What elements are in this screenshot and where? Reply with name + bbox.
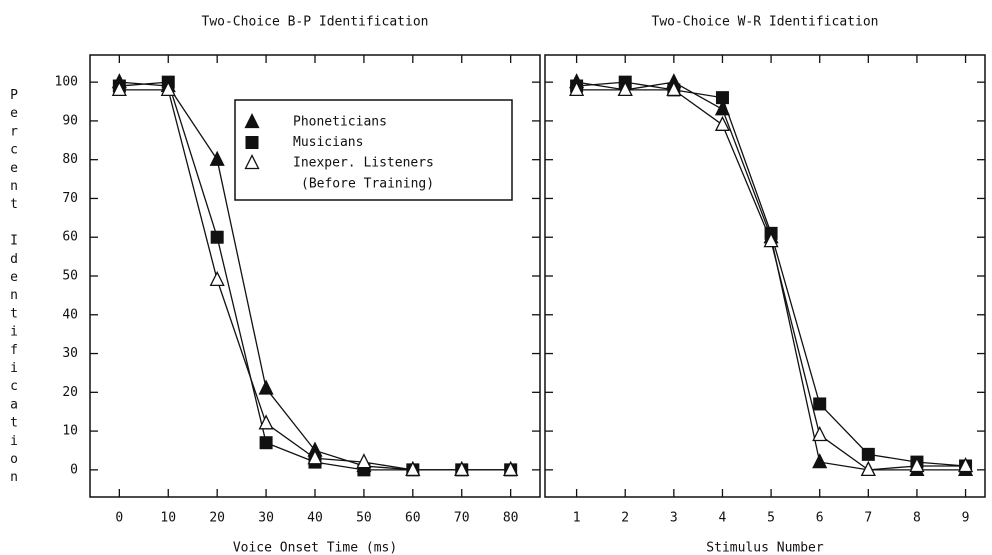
legend-label: Phoneticians: [293, 115, 387, 130]
x-tick-label: 2: [621, 511, 629, 526]
data-point: [111, 80, 127, 97]
x-tick-label: 1: [573, 511, 581, 526]
data-point: [209, 150, 225, 166]
y-tick-label: 10: [62, 424, 78, 439]
legend-marker: [244, 154, 260, 170]
legend-note: (Before Training): [301, 177, 434, 192]
x-tick-label: 50: [356, 511, 372, 526]
y-tick-label: 50: [62, 269, 78, 284]
data-point: [909, 457, 925, 473]
x-tick-label: 9: [962, 511, 970, 526]
x-tick-label: 4: [719, 511, 727, 526]
y-tick-label: 0: [70, 462, 78, 477]
x-tick-label: 6: [816, 511, 824, 526]
chart-title: Two-Choice W-R Identification: [652, 15, 879, 30]
y-tick-label: 100: [55, 75, 78, 90]
data-point: [813, 397, 827, 411]
chart-title: Two-Choice B-P Identification: [202, 15, 429, 30]
legend-label: Musicians: [293, 135, 363, 150]
y-tick-label: 60: [62, 230, 78, 245]
data-point: [258, 414, 274, 430]
data-point: [209, 270, 225, 287]
y-tick-label: 80: [62, 152, 78, 167]
y-tick-label: 70: [62, 191, 78, 206]
x-tick-label: 10: [160, 511, 176, 526]
x-tick-label: 40: [307, 511, 323, 526]
data-point: [569, 80, 585, 97]
data-point: [812, 453, 828, 469]
y-axis-label: Percent Identification: [7, 88, 22, 488]
x-tick-label: 5: [767, 511, 775, 526]
y-tick-label: 30: [62, 346, 78, 361]
x-tick-label: 80: [503, 511, 519, 526]
x-axis-label: Stimulus Number: [706, 541, 824, 555]
series-line: [576, 89, 966, 471]
data-point: [160, 80, 176, 97]
legend-box: [234, 99, 513, 201]
x-tick-label: 8: [913, 511, 921, 526]
x-tick-label: 3: [670, 511, 678, 526]
data-point: [210, 230, 224, 244]
x-tick-label: 30: [258, 511, 274, 526]
x-tick-label: 0: [115, 511, 123, 526]
data-point: [503, 460, 519, 477]
data-point: [258, 379, 274, 395]
series-line: [576, 81, 966, 467]
data-point: [860, 460, 876, 477]
plot-frame: [544, 54, 986, 498]
legend-label: Inexper. Listeners: [293, 156, 434, 171]
data-point: [714, 115, 731, 131]
data-point: [958, 457, 974, 473]
x-tick-label: 70: [454, 511, 470, 526]
data-point: [307, 449, 323, 465]
data-point: [861, 447, 875, 461]
data-point: [356, 453, 372, 469]
data-point: [259, 436, 273, 450]
y-tick-label: 20: [62, 385, 78, 400]
data-point: [763, 232, 779, 248]
x-tick-label: 7: [864, 511, 872, 526]
series-line: [576, 81, 966, 471]
legend-marker: [245, 136, 259, 149]
legend-marker: [244, 113, 260, 129]
data-point: [666, 80, 682, 97]
y-tick-label: 40: [62, 307, 78, 322]
x-axis-label: Voice Onset Time (ms): [233, 541, 397, 555]
data-point: [714, 100, 731, 116]
y-tick-label: 90: [62, 113, 78, 128]
data-point: [405, 460, 421, 477]
data-point: [715, 91, 729, 105]
x-tick-label: 20: [209, 511, 225, 526]
data-point: [454, 460, 470, 477]
data-point: [617, 80, 633, 97]
x-tick-label: 60: [405, 511, 421, 526]
data-point: [812, 426, 828, 442]
